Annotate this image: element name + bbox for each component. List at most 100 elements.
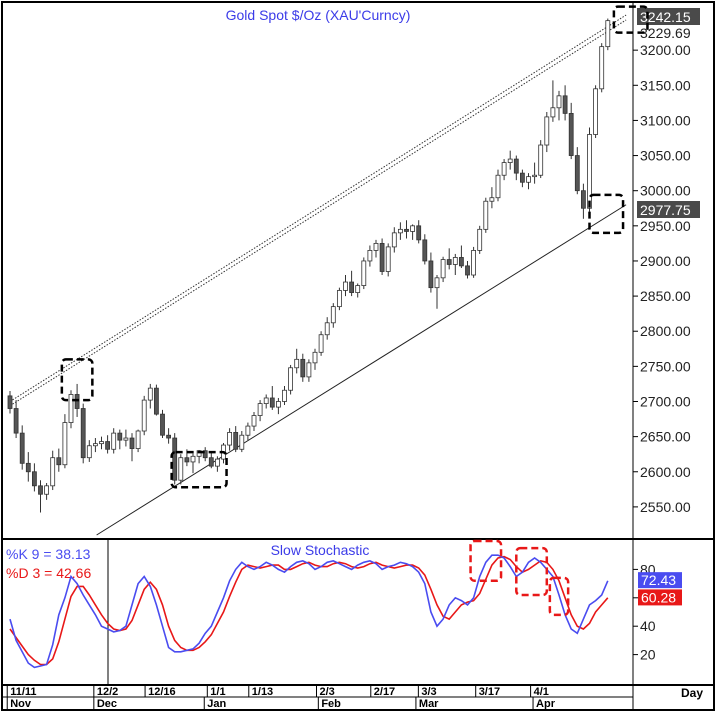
candle — [233, 426, 239, 453]
candle-body-up — [336, 290, 342, 308]
candle-body-down — [581, 190, 586, 209]
candle — [367, 245, 373, 267]
candle — [269, 386, 275, 410]
candle-body-up — [251, 415, 257, 427]
candle — [208, 452, 214, 469]
candle-body-down — [562, 95, 568, 114]
candle-body-down — [74, 394, 80, 409]
candle-body-up — [495, 174, 501, 199]
channel-upper-inner-line — [9, 19, 627, 407]
candle-body-up — [440, 259, 446, 279]
candle-body-up — [373, 242, 379, 251]
date-tick-label: 11/11 — [10, 686, 36, 698]
candle-body-down — [269, 397, 275, 408]
candle-body-up — [587, 134, 592, 209]
candle-body-down — [32, 471, 37, 487]
candle-body-down — [25, 462, 31, 473]
price-annotation-box — [170, 450, 228, 489]
candle — [306, 359, 312, 382]
month-label: Nov — [10, 698, 32, 710]
candle — [99, 436, 104, 450]
candle — [318, 331, 324, 356]
price-tick-label: 3050.00 — [640, 148, 691, 164]
candle — [568, 102, 574, 160]
candle-body-up — [275, 401, 281, 408]
candle — [440, 256, 446, 283]
candle — [288, 364, 294, 395]
candle-body-up — [489, 197, 495, 202]
date-tick-label: 3/3 — [421, 686, 436, 698]
stochastic-tick-label: 20 — [640, 647, 656, 663]
stochastic-annotation-box — [515, 546, 549, 597]
candle-body-up — [330, 306, 336, 324]
candle — [275, 397, 281, 415]
candle — [428, 252, 434, 293]
candle — [294, 348, 300, 374]
candle — [355, 283, 361, 298]
candle — [129, 433, 135, 462]
candle — [507, 150, 513, 170]
price-tick-label: 2650.00 — [640, 429, 691, 445]
candle — [501, 159, 507, 181]
date-tick-label: 2/17 — [374, 686, 395, 698]
candle — [385, 243, 391, 277]
candle-body-up — [397, 228, 403, 234]
candle-body-down — [19, 432, 25, 464]
candle — [172, 433, 178, 485]
candle — [80, 403, 86, 464]
candle-body-down — [446, 259, 452, 265]
candle — [446, 248, 452, 270]
candle-body-down — [428, 260, 434, 289]
candle — [141, 395, 147, 436]
date-axis: 11/11 12/2 12/16 1/1 1/13 2/3 2/17 3/3 3/17 4/1 N… — [1, 684, 715, 711]
candle — [422, 234, 428, 265]
candle-body-up — [214, 458, 220, 467]
candle-body-up — [367, 250, 373, 262]
date-axis-unit: Day — [681, 686, 703, 700]
candle-body-down — [422, 239, 428, 262]
candle-body-up — [391, 232, 397, 248]
candle-body-up — [343, 281, 348, 291]
candle-body-up — [135, 430, 141, 449]
candle — [13, 400, 19, 439]
candle — [160, 409, 165, 439]
candle — [50, 450, 56, 491]
candle-body-up — [483, 200, 489, 230]
candle-body-down — [208, 457, 214, 467]
candle-body-down — [117, 432, 123, 441]
candle — [397, 222, 403, 240]
candle — [25, 452, 31, 482]
candle-body-down — [458, 257, 464, 267]
candle — [520, 169, 525, 188]
price-tick-label: 2800.00 — [640, 323, 691, 339]
candle — [105, 435, 110, 454]
price-tick-label: 2750.00 — [640, 358, 691, 374]
candle — [556, 90, 562, 121]
candle-body-down — [300, 358, 306, 378]
candle-body-up — [526, 176, 531, 183]
candle-body-up — [50, 457, 56, 487]
candle-body-up — [282, 389, 287, 402]
date-tick-label: 2/3 — [319, 686, 334, 698]
candle — [62, 414, 68, 469]
candle-body-down — [568, 113, 574, 156]
candle — [410, 224, 416, 240]
candle — [391, 227, 397, 253]
candle-body-down — [513, 158, 519, 174]
candle — [7, 390, 13, 414]
candle-body-up — [190, 455, 196, 463]
stochastic-k-line — [9, 554, 609, 669]
candle-body-down — [129, 437, 135, 449]
stochastic-tag-label: 60.28 — [641, 589, 676, 605]
price-annotation-box — [588, 193, 625, 235]
stochastic-legend-k: %K 9 = 38.13 — [6, 546, 91, 562]
month-label: Dec — [97, 698, 117, 710]
candle — [593, 85, 598, 138]
candle-body-down — [38, 485, 43, 495]
stochastic-title: Slow Stochastic — [271, 542, 370, 558]
candle-body-up — [263, 397, 269, 405]
candle — [257, 400, 263, 422]
candle-body-up — [312, 351, 318, 364]
